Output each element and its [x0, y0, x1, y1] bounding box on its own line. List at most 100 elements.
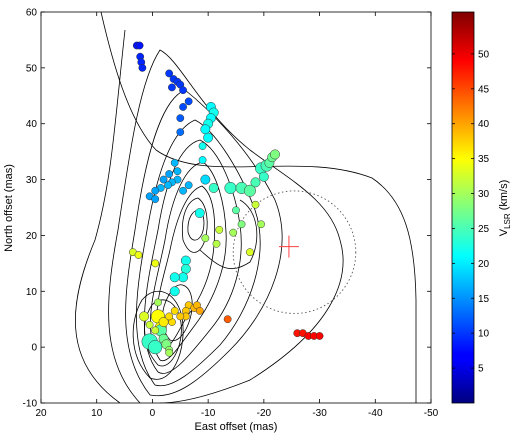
maser-spot	[200, 124, 211, 135]
maser-spot	[165, 69, 174, 78]
maser-spot	[165, 312, 174, 321]
cross-marker	[278, 235, 299, 258]
maser-spot	[237, 220, 246, 229]
maser-spot	[223, 315, 232, 324]
colorbar-tick-label: 40	[478, 119, 490, 130]
maser-spot	[180, 263, 191, 274]
colorbar-label-sub: LSR	[503, 213, 512, 229]
contour-lines	[74, 12, 417, 403]
maser-spot	[180, 255, 191, 266]
x-tick-label: -20	[257, 408, 272, 419]
colorbar-label-unit: (km/s)	[498, 180, 510, 214]
maser-spot	[170, 158, 179, 167]
maser-spot	[243, 184, 256, 197]
colorbar-ticks: 5 10 15 20 25 30 35 40 45 50	[452, 49, 490, 375]
colorbar-tick-label: 35	[478, 154, 490, 165]
maser-spot	[212, 239, 221, 248]
maser-spot	[138, 63, 147, 72]
y-tick-label: 60	[26, 8, 38, 19]
maser-spot	[200, 174, 211, 185]
maser-spot	[178, 272, 189, 283]
maser-spots	[129, 41, 324, 357]
maser-spot	[208, 183, 219, 193]
maser-spot	[184, 181, 193, 190]
colorbar-tick-label: 5	[478, 364, 484, 375]
maser-spot	[176, 312, 185, 321]
maser-spot	[148, 340, 163, 355]
colorbar	[451, 11, 475, 404]
contour-5	[136, 119, 261, 387]
maser-spot	[154, 298, 162, 307]
y-tick-label: 10	[26, 287, 38, 298]
maser-spot	[201, 234, 210, 243]
maser-spot	[224, 181, 237, 194]
x-tick-label: -50	[424, 408, 439, 419]
contour-7	[150, 161, 227, 362]
contour-2	[74, 29, 126, 403]
y-tick-label: 40	[26, 119, 38, 130]
maser-spot	[159, 175, 168, 184]
x-tick-label: 0	[150, 408, 156, 419]
maser-spot	[165, 348, 174, 357]
contour-6	[143, 139, 242, 374]
maser-spot	[203, 132, 214, 143]
maser-spot	[151, 195, 160, 204]
maser-spot	[179, 86, 187, 95]
maser-spot	[135, 41, 144, 50]
maser-spot	[198, 142, 207, 150]
contour-4	[125, 89, 283, 397]
maser-spot	[134, 251, 143, 259]
contour-14	[199, 199, 258, 270]
contour-9	[181, 197, 208, 253]
maser-spot	[195, 306, 204, 315]
x-axis-label: East offset (mas)	[195, 421, 278, 433]
y-tick-label: 20	[26, 231, 38, 242]
maser-spot	[151, 326, 160, 335]
colorbar-label: VLSR (km/s)	[498, 180, 512, 237]
x-tick-label: -30	[312, 408, 327, 419]
maser-spot	[164, 181, 172, 190]
maser-spot	[145, 320, 154, 329]
maser-spot	[168, 83, 176, 92]
maser-spot	[232, 206, 240, 215]
plot-frame	[40, 11, 432, 404]
colorbar-tick-label: 45	[478, 84, 490, 95]
y-tick-label: 30	[26, 175, 38, 186]
maser-spot	[139, 311, 150, 322]
maser-spot	[270, 149, 280, 160]
colorbar-tick-label: 50	[478, 49, 490, 60]
maser-spot	[170, 306, 179, 315]
x-tick-label: -10	[201, 408, 216, 419]
maser-spot	[215, 225, 224, 234]
contour-13	[132, 290, 184, 380]
maser-spot	[179, 103, 187, 111]
colorbar-tick-label: 10	[478, 329, 490, 340]
maser-spot	[229, 228, 238, 237]
colorbar-tick-label: 30	[478, 189, 490, 200]
maser-spot	[250, 177, 261, 188]
y-tick-label: 50	[26, 63, 38, 74]
y-axis-label: North offset (mas)	[3, 164, 15, 252]
x-axis-ticks: 20 10 0 -10 -20 -30 -40 -50	[35, 12, 439, 419]
maser-spot	[179, 186, 187, 195]
maser-spot	[257, 220, 265, 229]
maser-spot	[258, 171, 269, 182]
y-tick-label: -10	[23, 399, 38, 410]
colorbar-tick-label: 20	[478, 259, 490, 270]
maser-spot	[151, 186, 160, 195]
contour-3	[108, 49, 344, 403]
maser-spot	[176, 128, 185, 136]
x-tick-label: 20	[35, 408, 47, 419]
maser-spot	[151, 259, 160, 268]
y-tick-label: 0	[31, 343, 37, 354]
maser-spot	[173, 167, 182, 176]
contour-10	[187, 209, 205, 241]
maser-spot	[251, 200, 260, 209]
colorbar-tick-label: 25	[478, 224, 490, 235]
contour-12	[144, 299, 182, 367]
maser-spot	[169, 272, 180, 283]
colorbar-tick-label: 15	[478, 294, 490, 305]
maser-spot	[315, 332, 324, 340]
maser-spot	[246, 248, 254, 257]
